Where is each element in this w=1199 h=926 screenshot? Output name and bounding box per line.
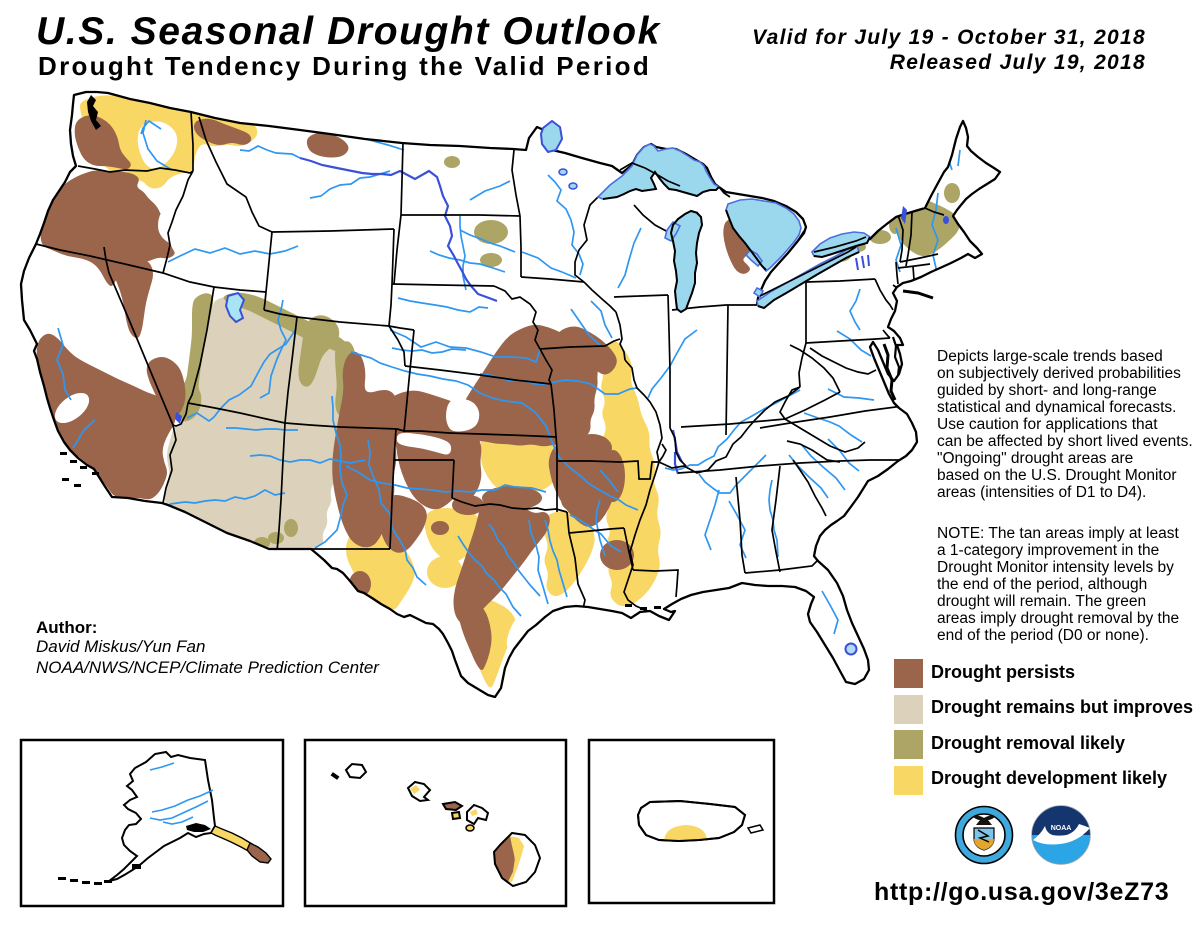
svg-text:NOAA: NOAA [1051,825,1072,832]
